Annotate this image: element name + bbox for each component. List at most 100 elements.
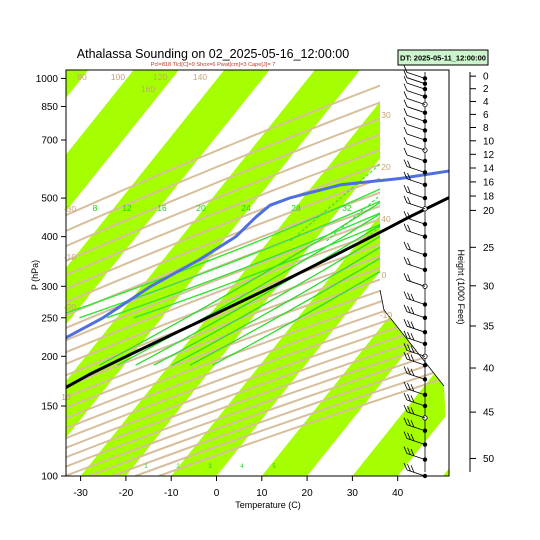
saturated-adiabat-line <box>106 181 449 319</box>
wind-barb-flag <box>410 448 415 457</box>
x-tick-label: -10 <box>164 488 179 499</box>
x-tick-label: -30 <box>73 488 88 499</box>
saturated-adiabat-line <box>79 168 449 319</box>
wind-barb-flag <box>407 344 411 352</box>
x-tick-label: 20 <box>302 488 314 499</box>
wind-barb-flag <box>403 75 408 84</box>
wind-barb-flag <box>403 241 408 249</box>
wind-panel-backdrop <box>379 70 449 476</box>
chart-subtitle: Pcl=818 Tlcl[C]=9 Shox=6 Pwat[cm]=3 Cape… <box>151 62 275 68</box>
low-mixing-label: 2 <box>176 464 180 470</box>
dry-adiabat-label: 140 <box>193 72 207 82</box>
mixing-ratio-line <box>153 192 449 366</box>
wind-barb-flag <box>403 195 408 203</box>
p-tick-label: 850 <box>41 102 58 113</box>
height-tick-label: 4 <box>483 97 489 108</box>
wind-barb-flag <box>403 210 408 219</box>
wind-barb-flag <box>403 65 408 73</box>
wind-barb-flag <box>403 137 408 145</box>
wind-barb-shaft <box>406 72 426 79</box>
low-mixing-label: 5 <box>272 464 276 470</box>
wind-barb-flag <box>407 274 411 282</box>
wind-barb-flag <box>403 126 408 135</box>
wind-barb-flag <box>403 319 408 327</box>
wind-barb-flag <box>407 394 411 402</box>
dashed-mixing-line <box>326 135 449 242</box>
wind-barb-shaft <box>406 90 426 97</box>
wind-barb-flag <box>410 368 415 376</box>
height-tick-label: 14 <box>483 164 495 175</box>
wind-barb-flag <box>407 186 411 194</box>
dry-adiabat-line <box>66 138 449 290</box>
dry-adiabat-label: -10 <box>64 252 77 262</box>
dry-adiabat-line <box>66 123 449 277</box>
wind-barb-flag <box>407 212 411 220</box>
low-mixing-label: 4 <box>240 464 244 470</box>
x-tick-label: 30 <box>347 488 359 499</box>
wind-barb-flag <box>403 117 408 125</box>
dry-adiabat-label: 100 <box>111 72 125 82</box>
date-badge: DT: 2025-05-11_12:00:00 <box>397 49 489 66</box>
wind-barb-shaft <box>406 133 426 141</box>
p-tick-label: 300 <box>41 282 58 293</box>
dry-adiabat-label: 20 <box>381 162 391 172</box>
wind-barb-flag <box>407 292 411 300</box>
dry-adiabat-label: -10 <box>380 310 393 320</box>
dashed-mixing-line <box>472 70 540 241</box>
saturated-adiabat-line <box>133 193 449 319</box>
wind-barb-flag <box>407 432 411 440</box>
wind-barb-flag <box>403 70 408 78</box>
wind-barb-flag <box>403 256 408 265</box>
wind-barb-flag <box>407 320 411 328</box>
mixing-ratio-label: 12 <box>122 203 132 213</box>
height-tick-label: 45 <box>483 408 495 419</box>
wind-barb-flag <box>403 291 408 299</box>
mixing-ratio-label: 16 <box>157 203 167 213</box>
dry-adiabat-line <box>66 206 449 354</box>
mixing-ratio-label: 28 <box>291 203 301 213</box>
wind-barb-flag <box>403 304 408 312</box>
date-badge-text: DT: 2025-05-11_12:00:00 <box>400 54 486 63</box>
dry-adiabat-line <box>66 231 449 377</box>
wind-barb-flag <box>407 331 411 340</box>
wind-barb-flag <box>410 307 415 315</box>
wind-barb-flag <box>410 345 415 353</box>
wind-barb-flag <box>407 172 411 181</box>
wind-barb-flag <box>407 382 411 391</box>
dewpoint-profile <box>66 169 449 340</box>
wind-barb-flag <box>407 418 411 427</box>
wind-barb-flag <box>407 160 411 168</box>
wind-barb-flag <box>403 404 408 413</box>
temperature-profile <box>66 195 449 390</box>
height-tick-label: 20 <box>483 206 495 217</box>
p-tick-label: 700 <box>41 136 58 147</box>
saturated-adiabat-line <box>66 155 449 314</box>
sounding-profiles <box>66 169 449 390</box>
wind-barb-flag <box>403 223 408 231</box>
wind-barb-shaft <box>406 143 426 151</box>
mixing-ratio-label: 24 <box>241 203 251 213</box>
dry-adiabat-label: 40 <box>381 214 391 224</box>
wind-barb-flag <box>403 462 408 471</box>
height-tick-label: 35 <box>483 321 495 332</box>
dry-adiabat-label: 80 <box>77 72 87 82</box>
dry-adiabat-line <box>66 243 449 388</box>
wind-barb-flag <box>407 257 411 266</box>
height-tick-label: 2 <box>483 84 489 95</box>
isotherm-band <box>443 468 449 476</box>
wind-barb-shaft <box>406 114 426 122</box>
low-mixing-label: 1 <box>144 464 148 470</box>
wind-barb-flag <box>410 465 415 473</box>
wind-barb-flag <box>403 352 408 360</box>
mixing-ratio-line <box>117 168 449 366</box>
wind-barb-flag <box>407 367 411 375</box>
wind-barb-flag <box>403 446 408 454</box>
dry-adiabat-label: 160 <box>141 84 155 94</box>
dry-adiabat-label: -30 <box>64 204 77 214</box>
dry-adiabat-label: 120 <box>153 72 167 82</box>
chart-title: Athalassa Sounding on 02_2025-05-16_12:0… <box>77 47 349 61</box>
isotherm-band <box>66 70 270 325</box>
p-tick-label: 500 <box>41 194 58 205</box>
wind-barb-flag <box>407 464 411 472</box>
